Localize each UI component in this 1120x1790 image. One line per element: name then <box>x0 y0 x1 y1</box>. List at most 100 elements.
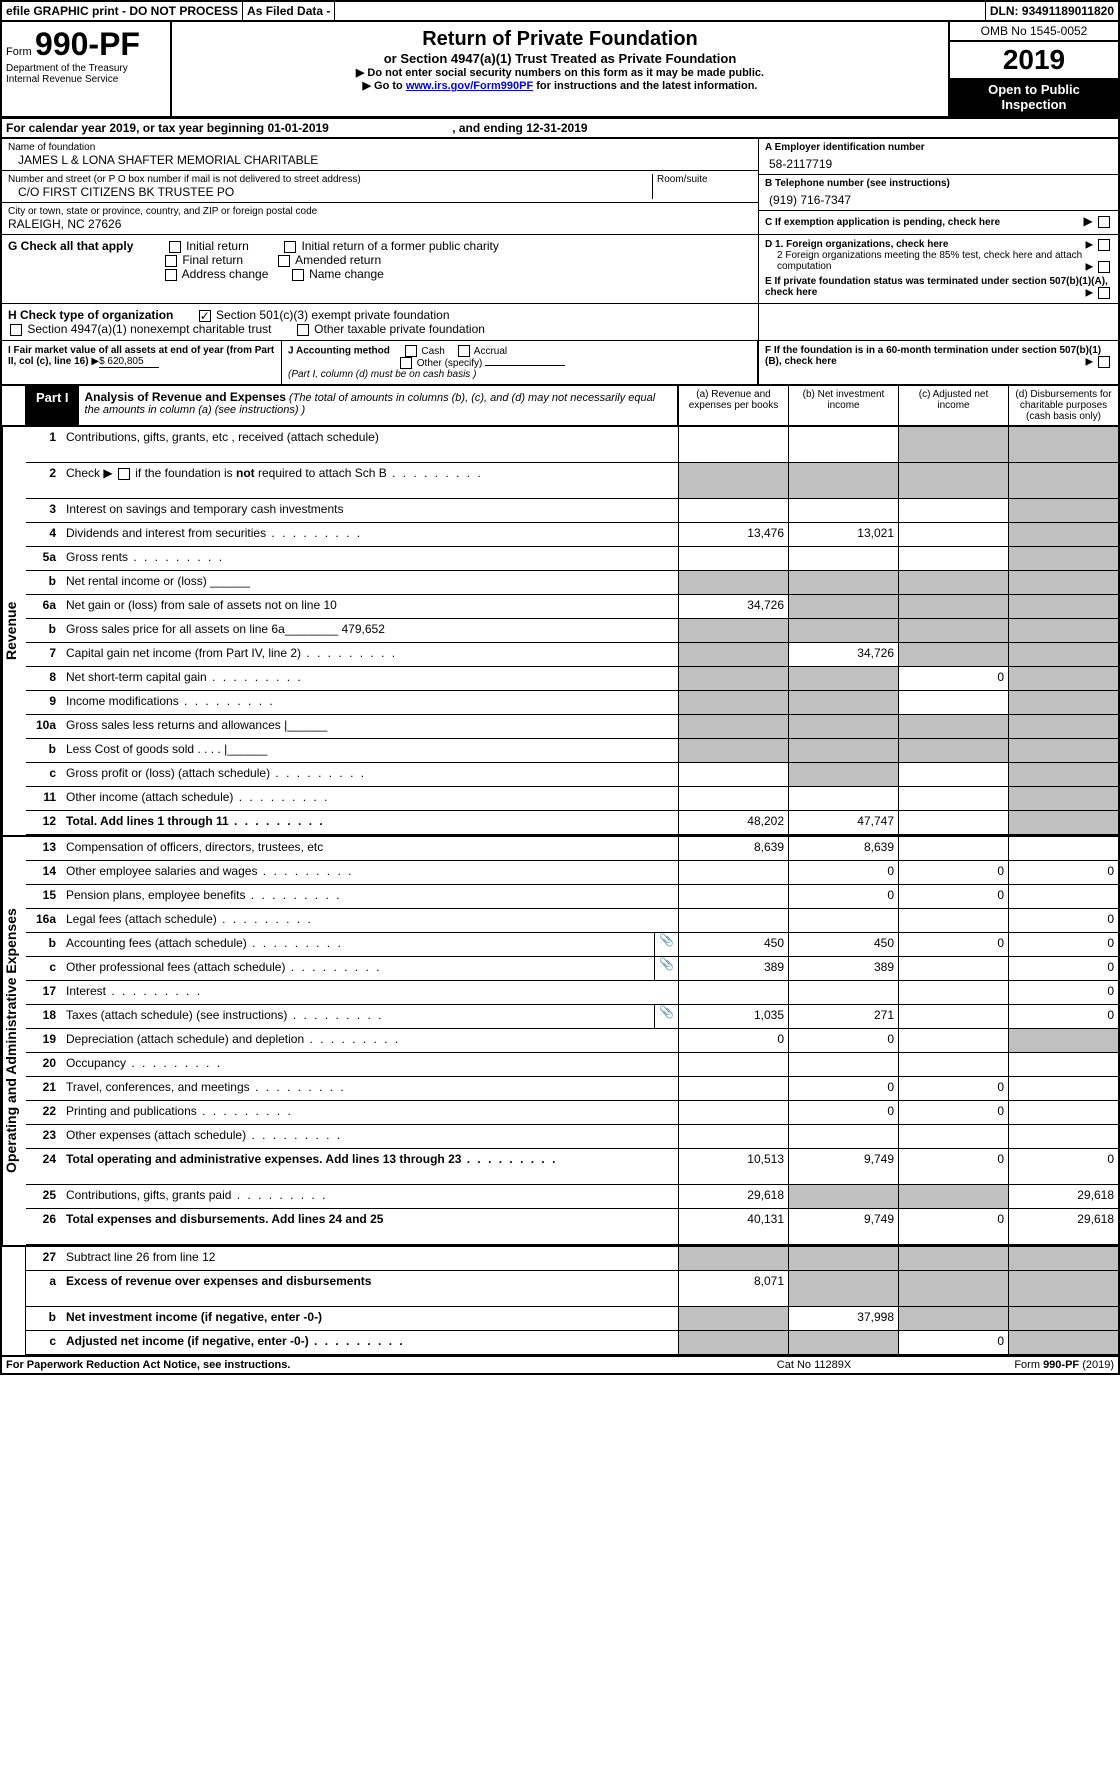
city-row: City or town, state or province, country… <box>2 203 758 234</box>
line-number: 22 <box>26 1101 62 1124</box>
header-strip: efile GRAPHIC print - DO NOT PROCESS As … <box>2 2 1118 22</box>
line-number: 18 <box>26 1005 62 1028</box>
d-block: D 1. Foreign organizations, check here ▶… <box>758 235 1118 303</box>
table-row: 14Other employee salaries and wages000 <box>26 861 1118 885</box>
d2-checkbox[interactable] <box>1098 261 1110 273</box>
line-number: b <box>26 933 62 956</box>
table-cell <box>898 1029 1008 1052</box>
name-change-checkbox[interactable] <box>292 269 304 281</box>
table-cell <box>898 499 1008 522</box>
table-row: 24Total operating and administrative exp… <box>26 1149 1118 1185</box>
form-number-cell: Form 990-PF Department of the Treasury I… <box>2 22 172 116</box>
4947-checkbox[interactable] <box>10 324 22 336</box>
table-cell: 389 <box>788 957 898 980</box>
table-cell: 13,476 <box>678 523 788 546</box>
table-cell: 0 <box>788 885 898 908</box>
table-cell: 40,131 <box>678 1209 788 1244</box>
line-number: a <box>26 1271 62 1306</box>
instr-2: ▶ Go to www.irs.gov/Form990PF for instru… <box>182 79 938 92</box>
table-cell <box>678 861 788 884</box>
part1-label: Part I <box>26 386 79 425</box>
table-row: 25Contributions, gifts, grants paid29,61… <box>26 1185 1118 1209</box>
initial-former-checkbox[interactable] <box>284 241 296 253</box>
line-number: b <box>26 1307 62 1330</box>
other-taxable-checkbox[interactable] <box>297 324 309 336</box>
line-number: 16a <box>26 909 62 932</box>
other-method-checkbox[interactable] <box>400 357 412 369</box>
table-row: 23Other expenses (attach schedule) <box>26 1125 1118 1149</box>
line-description: Net gain or (loss) from sale of assets n… <box>62 595 678 618</box>
ein: A Employer identification number 58-2117… <box>759 139 1118 175</box>
revenue-rows: 1Contributions, gifts, grants, etc , rec… <box>26 427 1118 835</box>
line-description: Other income (attach schedule) <box>62 787 678 810</box>
table-row: bLess Cost of goods sold . . . . |______ <box>26 739 1118 763</box>
table-row: 1Contributions, gifts, grants, etc , rec… <box>26 427 1118 463</box>
table-cell: 0 <box>788 861 898 884</box>
table-cell: 0 <box>788 1101 898 1124</box>
table-cell <box>678 885 788 908</box>
part1-desc: Analysis of Revenue and Expenses (The to… <box>79 386 678 425</box>
table-row: 20Occupancy <box>26 1053 1118 1077</box>
line-description: Pension plans, employee benefits <box>62 885 678 908</box>
form-title: Return of Private Foundation <box>182 28 938 51</box>
table-cell <box>788 427 898 462</box>
line-number: 10a <box>26 715 62 738</box>
line-number: 11 <box>26 787 62 810</box>
header-spacer <box>335 2 985 20</box>
table-cell: 29,618 <box>1008 1209 1118 1244</box>
501c3-checkbox[interactable] <box>199 310 211 322</box>
table-row: 15Pension plans, employee benefits00 <box>26 885 1118 909</box>
line-description: Contributions, gifts, grants, etc , rece… <box>62 427 678 462</box>
line-number: 12 <box>26 811 62 834</box>
accrual-checkbox[interactable] <box>458 345 470 357</box>
line-description: Total operating and administrative expen… <box>62 1149 678 1184</box>
address-change-checkbox[interactable] <box>165 269 177 281</box>
attachment-icon[interactable]: 📎 <box>654 1005 678 1028</box>
table-cell <box>898 547 1008 570</box>
line-description: Net short-term capital gain <box>62 667 678 690</box>
amended-checkbox[interactable] <box>278 255 290 267</box>
table-cell: 0 <box>1008 1149 1118 1184</box>
i-fmv: I Fair market value of all assets at end… <box>2 341 282 384</box>
table-row: 9Income modifications <box>26 691 1118 715</box>
table-cell: 8,639 <box>678 837 788 860</box>
d1-checkbox[interactable] <box>1098 239 1110 251</box>
e-checkbox[interactable] <box>1098 287 1110 299</box>
instr-1: ▶ Do not enter social security numbers o… <box>182 66 938 79</box>
table-cell: 0 <box>898 1077 1008 1100</box>
table-cell <box>1008 1053 1118 1076</box>
table-cell: 450 <box>788 933 898 956</box>
line-number: 13 <box>26 837 62 860</box>
table-row: bNet rental income or (loss) ______ <box>26 571 1118 595</box>
c-checkbox[interactable] <box>1098 216 1110 228</box>
name-ein-block: Name of foundation JAMES L & LONA SHAFTE… <box>2 139 1118 235</box>
table-row: 8Net short-term capital gain0 <box>26 667 1118 691</box>
g-d-block: G Check all that apply Initial return In… <box>2 235 1118 304</box>
table-cell: 8,071 <box>678 1271 788 1306</box>
cash-checkbox[interactable] <box>405 345 417 357</box>
as-filed: As Filed Data - <box>243 2 335 20</box>
table-row: 13Compensation of officers, directors, t… <box>26 837 1118 861</box>
paperwork-notice: For Paperwork Reduction Act Notice, see … <box>6 1359 714 1371</box>
f-checkbox[interactable] <box>1098 356 1110 368</box>
final-return-checkbox[interactable] <box>165 255 177 267</box>
initial-return-checkbox[interactable] <box>169 241 181 253</box>
line-number: 26 <box>26 1209 62 1244</box>
line-description: Total expenses and disbursements. Add li… <box>62 1209 678 1244</box>
table-cell <box>788 981 898 1004</box>
form-subtitle: or Section 4947(a)(1) Trust Treated as P… <box>182 51 938 66</box>
line-description: Compensation of officers, directors, tru… <box>62 837 678 860</box>
line-number: 9 <box>26 691 62 714</box>
table-row: aExcess of revenue over expenses and dis… <box>26 1271 1118 1307</box>
attachment-icon[interactable]: 📎 <box>654 933 678 956</box>
irs-link[interactable]: www.irs.gov/Form990PF <box>406 80 533 92</box>
table-row: bAccounting fees (attach schedule)📎45045… <box>26 933 1118 957</box>
g-checks: G Check all that apply Initial return In… <box>2 235 758 303</box>
table-cell <box>898 1125 1008 1148</box>
line-number: 1 <box>26 427 62 462</box>
table-cell <box>678 1053 788 1076</box>
attachment-icon[interactable]: 📎 <box>654 957 678 980</box>
table-cell: 450 <box>678 933 788 956</box>
table-cell <box>898 957 1008 980</box>
table-cell <box>678 547 788 570</box>
